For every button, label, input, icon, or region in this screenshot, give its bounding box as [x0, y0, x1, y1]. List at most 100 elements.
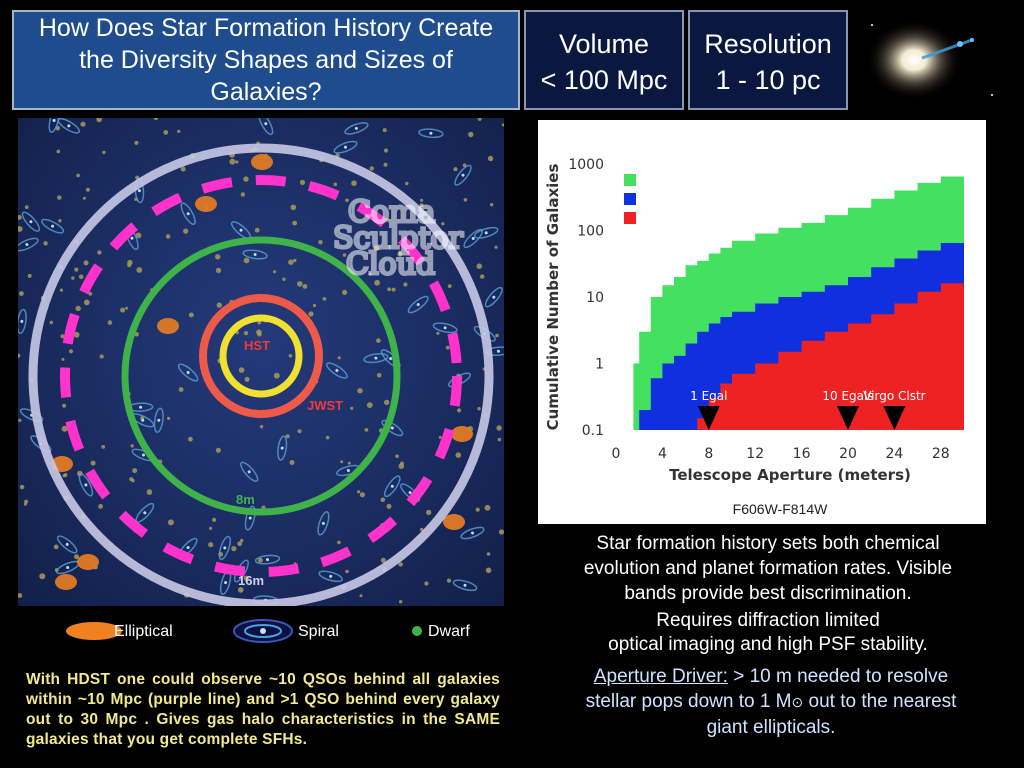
dwarf-galaxy-dot: [19, 484, 25, 490]
dwarf-galaxy-dot: [347, 461, 351, 465]
dwarf-galaxy-dot: [88, 291, 93, 296]
spiral-galaxy-mark: [325, 362, 348, 379]
y-tick-label: 10: [586, 290, 604, 306]
x-tick-label: 0: [612, 446, 621, 462]
dwarf-galaxy-dot: [235, 160, 239, 164]
dwarf-galaxy-dot: [71, 276, 75, 280]
dwarf-galaxy-dot: [136, 267, 143, 273]
elliptical-galaxy-mark: [443, 514, 465, 530]
dwarf-galaxy-dot: [359, 492, 365, 498]
dwarf-galaxy-dot: [292, 220, 298, 226]
dwarf-galaxy-dot: [366, 402, 373, 408]
sun-symbol: ⊙: [791, 694, 804, 710]
spiral-galaxy-mark: [344, 122, 369, 135]
dwarf-galaxy-dot: [76, 173, 80, 178]
dwarf-galaxy-dot: [376, 373, 382, 378]
x-tick-label: 24: [885, 446, 903, 462]
slide-title: How Does Star Formation History Create t…: [12, 10, 520, 110]
legend-label: All Galaxies: [640, 174, 719, 188]
dwarf-galaxy-dot: [463, 198, 468, 202]
dwarf-galaxy-dot: [364, 428, 369, 432]
aperture-driver-text: Aperture Driver: > 10 m needed to resolv…: [566, 664, 976, 740]
dwarf-galaxy-dot: [322, 297, 327, 301]
annotation-label: 1 Egal: [690, 389, 727, 403]
y-tick-label: 0.1: [582, 423, 604, 439]
spiral-galaxy-mark: [318, 570, 344, 583]
dwarf-galaxy-dot: [468, 131, 474, 138]
dwarf-galaxy-dot: [399, 600, 403, 604]
dwarf-galaxy-dot: [60, 334, 65, 339]
galaxy-distribution-figure: Coma Sculptor Cloud HST JWST 8m 16m: [18, 118, 504, 606]
dwarf-galaxy-dot: [83, 260, 89, 266]
spiral-galaxy-mark: [407, 295, 429, 314]
spiral-galaxy-mark: [18, 237, 39, 252]
galaxy-image: [852, 10, 1012, 110]
8m-label: 8m: [236, 492, 255, 507]
dwarf-galaxy-dot: [441, 222, 445, 226]
ring-8m: [121, 236, 401, 516]
dwarf-galaxy-dot: [74, 554, 79, 560]
dwarf-galaxy-dot: [177, 129, 181, 133]
dwarf-galaxy-dot: [74, 267, 79, 272]
dwarf-galaxy-dot: [180, 166, 186, 172]
dwarf-galaxy-dot: [290, 204, 297, 211]
dwarf-galaxy-dot: [238, 367, 245, 373]
dwarf-galaxy-dot: [384, 399, 390, 406]
x-tick-label: 16: [793, 446, 811, 462]
spiral-galaxy-mark: [454, 164, 472, 186]
16m-label: 16m: [238, 573, 264, 588]
dwarf-galaxy-dot: [380, 497, 386, 503]
galaxy-count-chart: 0 4 8 12 16 20 24 28 0.1 1 10 100 1000 Telescope Aper…: [538, 120, 986, 524]
spiral-galaxy-mark: [56, 535, 78, 554]
dwarf-galaxy-dot: [18, 226, 23, 232]
dwarf-galaxy-dot: [257, 331, 262, 337]
x-tick-label: 4: [658, 446, 667, 462]
dwarf-galaxy-dot: [357, 490, 361, 494]
dwarf-galaxy-dot: [82, 196, 86, 200]
dwarf-galaxy-dot: [289, 460, 295, 465]
y-tick-label: 100: [577, 224, 604, 240]
dwarf-galaxy-dot: [351, 180, 357, 186]
dwarf-galaxy-dot: [215, 254, 221, 260]
spiral-swatch-icon: [233, 619, 293, 643]
dwarf-galaxy-dot: [132, 468, 138, 474]
elliptical-galaxy-mark: [251, 154, 273, 170]
dwarf-galaxy-dot: [259, 425, 264, 429]
x-axis-label: Telescope Aperture (meters): [669, 466, 911, 484]
legend-swatch: [624, 193, 636, 205]
diffraction-caption-line1: Requires diffraction limited: [656, 610, 880, 631]
dwarf-galaxy-dot: [125, 306, 128, 310]
ring-16m: [28, 143, 494, 606]
dwarf-galaxy-dot: [495, 333, 499, 338]
spiral-galaxy-mark: [432, 322, 458, 334]
dwarf-galaxy-dot: [405, 181, 409, 186]
dwarf-galaxy-dot: [376, 338, 381, 343]
series-area-giant-ellipticals: [616, 276, 964, 430]
dwarf-galaxy-dot: [438, 435, 442, 439]
dwarf-galaxy-dot: [27, 273, 32, 278]
dwarf-galaxy-dot: [446, 578, 452, 583]
dwarf-galaxy-dot: [325, 435, 330, 440]
annotation-label: Virgo Clstr: [863, 389, 925, 403]
dwarf-galaxy-dot: [78, 274, 84, 280]
dwarf-galaxy-dot: [97, 250, 102, 255]
dwarf-galaxy-dot: [342, 253, 347, 257]
dwarf-galaxy-dot: [380, 557, 386, 563]
spiral-galaxy-mark: [418, 128, 444, 139]
dwarf-galaxy-dot: [129, 477, 134, 482]
dwarf-galaxy-dot: [90, 460, 96, 466]
dwarf-galaxy-dot: [374, 279, 380, 286]
dwarf-galaxy-dot: [68, 349, 74, 354]
dwarf-galaxy-dot: [254, 227, 260, 233]
dwarf-galaxy-dot: [293, 258, 297, 263]
legend-swatch: [624, 174, 636, 186]
dwarf-galaxy-dot: [98, 504, 103, 509]
spiral-galaxy-mark: [277, 435, 288, 461]
legend-dwarf: Dwarf: [428, 623, 470, 640]
dwarf-galaxy-dot: [383, 162, 388, 167]
dwarf-galaxy-dot: [212, 517, 217, 522]
spiral-galaxy-mark: [258, 118, 274, 136]
dwarf-galaxy-dot: [120, 307, 126, 313]
spiral-galaxy-mark: [180, 202, 196, 226]
dwarf-galaxy-dot: [455, 452, 462, 458]
